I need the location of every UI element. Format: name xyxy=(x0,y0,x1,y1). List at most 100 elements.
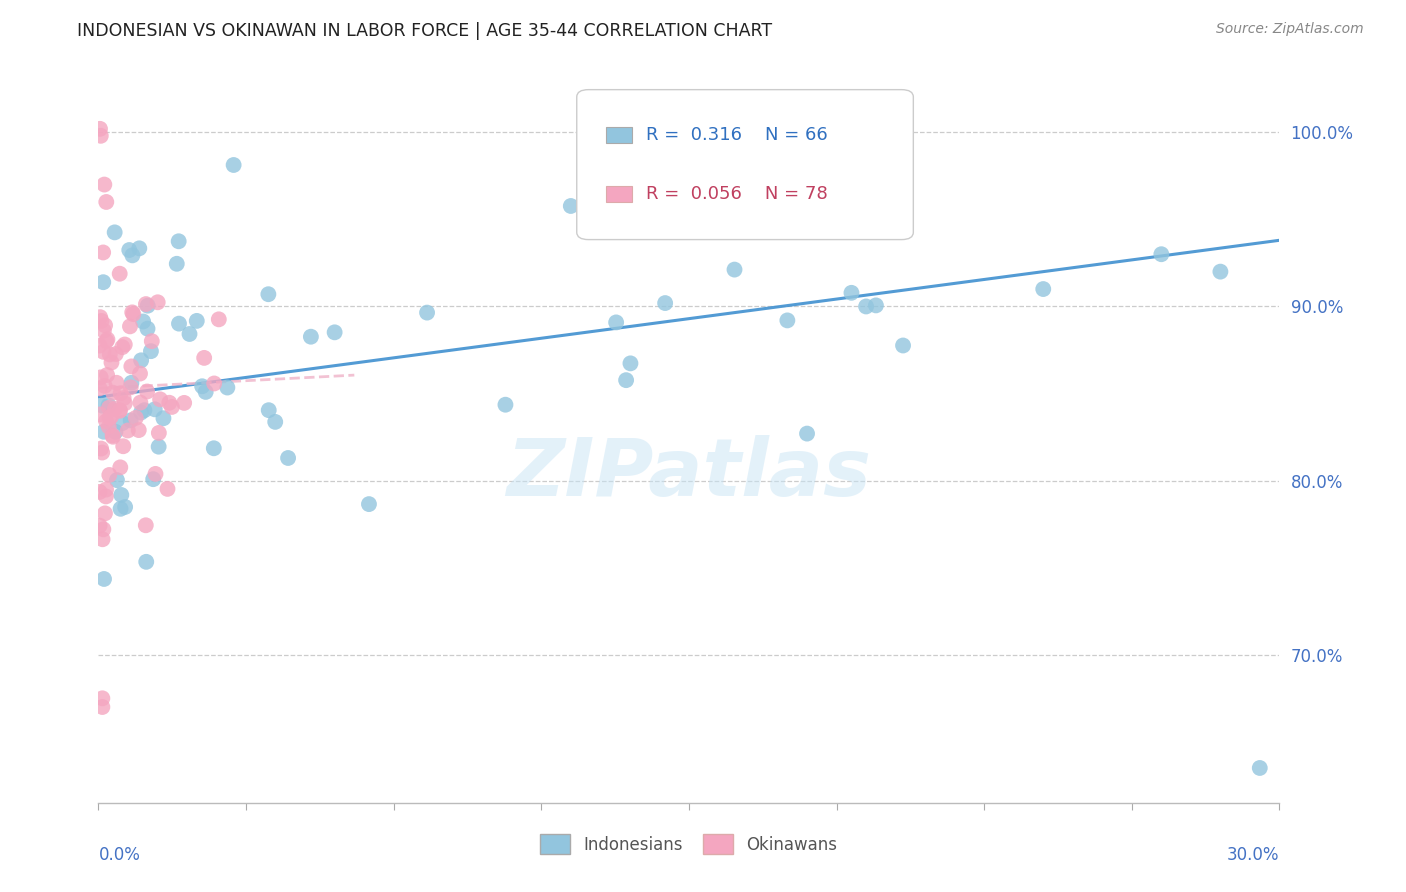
Point xyxy=(208,312,231,326)
Point xyxy=(125,410,148,425)
Point xyxy=(222,158,245,172)
Point xyxy=(91,700,114,714)
Point xyxy=(98,401,121,415)
Point xyxy=(148,440,170,454)
Point xyxy=(114,396,136,410)
Point xyxy=(93,379,115,393)
Point xyxy=(117,424,139,438)
Text: 0.0%: 0.0% xyxy=(98,847,141,864)
Point xyxy=(98,347,121,361)
Point xyxy=(120,413,142,427)
Point xyxy=(114,500,136,514)
Point xyxy=(619,356,641,370)
Text: ZIPatlas: ZIPatlas xyxy=(506,434,872,513)
Point xyxy=(90,370,112,384)
Point xyxy=(865,298,887,312)
Point xyxy=(186,314,208,328)
Point xyxy=(191,379,214,393)
Point xyxy=(143,402,166,417)
Point xyxy=(129,367,152,381)
Point xyxy=(796,426,818,441)
Point xyxy=(152,411,174,425)
Point xyxy=(111,416,134,430)
Point xyxy=(110,460,132,475)
Point xyxy=(135,555,157,569)
Point xyxy=(120,380,142,394)
Point xyxy=(94,318,117,333)
Point xyxy=(105,376,128,390)
Point xyxy=(110,386,132,401)
Point xyxy=(89,408,111,422)
Point xyxy=(142,472,165,486)
Point xyxy=(120,376,142,390)
Text: R =  0.056    N = 78: R = 0.056 N = 78 xyxy=(647,186,828,203)
Point xyxy=(91,691,114,706)
Point xyxy=(118,319,141,334)
Point xyxy=(494,398,516,412)
Point xyxy=(141,334,163,348)
Point xyxy=(167,317,190,331)
Point xyxy=(114,337,136,351)
Point xyxy=(776,313,799,327)
Point xyxy=(145,467,167,481)
Point xyxy=(105,473,128,487)
Point xyxy=(277,450,299,465)
Point xyxy=(146,295,169,310)
Point xyxy=(721,216,744,230)
Point xyxy=(89,310,111,325)
Point xyxy=(128,241,150,255)
Point xyxy=(89,338,111,352)
Text: 30.0%: 30.0% xyxy=(1227,847,1279,864)
Point xyxy=(149,392,172,407)
Point xyxy=(723,262,745,277)
Point xyxy=(108,403,131,417)
Point xyxy=(118,243,141,257)
Point xyxy=(136,299,159,313)
Point xyxy=(136,321,159,335)
Point xyxy=(108,267,131,281)
Point xyxy=(100,409,122,424)
Point xyxy=(1150,247,1173,261)
Point xyxy=(89,121,111,136)
Point xyxy=(841,285,863,300)
Point xyxy=(135,297,157,311)
FancyBboxPatch shape xyxy=(606,127,633,143)
Point xyxy=(90,128,112,143)
Point xyxy=(134,403,156,417)
Point xyxy=(98,410,121,425)
Point xyxy=(97,419,120,434)
Point xyxy=(89,518,111,533)
Point xyxy=(89,381,111,395)
Point xyxy=(121,248,143,262)
Point xyxy=(607,166,630,180)
Point xyxy=(132,314,155,328)
Point xyxy=(89,484,111,499)
Point xyxy=(1032,282,1054,296)
FancyBboxPatch shape xyxy=(576,90,914,240)
Point xyxy=(605,315,627,329)
Point xyxy=(96,334,118,348)
Point xyxy=(104,347,127,361)
Point xyxy=(135,518,157,533)
Point xyxy=(101,385,124,400)
Point xyxy=(257,287,280,301)
Point xyxy=(357,497,380,511)
Point xyxy=(112,391,135,405)
Point xyxy=(264,415,287,429)
Point xyxy=(179,326,201,341)
Point xyxy=(96,194,118,209)
Point xyxy=(166,257,188,271)
Point xyxy=(108,404,131,418)
Text: R =  0.316    N = 66: R = 0.316 N = 66 xyxy=(647,126,828,144)
Point xyxy=(91,399,114,413)
Point xyxy=(94,490,117,504)
Point xyxy=(156,482,179,496)
Point xyxy=(96,333,118,347)
Point xyxy=(111,340,134,354)
Legend: Indonesians, Okinawans: Indonesians, Okinawans xyxy=(534,828,844,860)
FancyBboxPatch shape xyxy=(606,186,633,202)
Point xyxy=(173,396,195,410)
Point xyxy=(104,425,127,439)
Point xyxy=(193,351,215,365)
Point xyxy=(157,396,180,410)
